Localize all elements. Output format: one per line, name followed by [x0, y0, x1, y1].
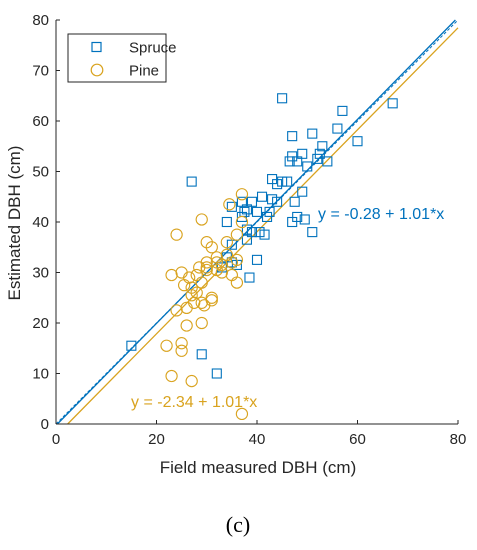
point-pine — [200, 263, 213, 277]
point-pine — [235, 215, 249, 229]
point-spruce — [244, 272, 255, 283]
point-spruce — [256, 191, 268, 202]
point-spruce — [332, 123, 343, 134]
y-tick-label: 10 — [32, 366, 49, 383]
point-spruce — [302, 161, 313, 172]
point-spruce — [196, 349, 207, 360]
point-pine — [225, 268, 239, 282]
point-pine — [205, 294, 218, 307]
y-tick-label: 0 — [41, 416, 49, 433]
point-spruce — [246, 196, 258, 207]
point-spruce — [226, 201, 237, 212]
point-spruce — [221, 216, 232, 228]
legend-marker-spruce — [91, 41, 102, 53]
legend-box — [67, 33, 167, 83]
point-pine — [160, 339, 173, 352]
point-pine — [230, 228, 244, 241]
point-spruce — [317, 141, 328, 152]
point-spruce — [264, 206, 275, 217]
point-pine — [235, 188, 249, 201]
point-spruce — [272, 196, 283, 207]
point-pine — [175, 266, 188, 279]
point-pine — [195, 296, 208, 309]
legend-marker-pine — [90, 63, 104, 77]
x-tick-label: 20 — [148, 431, 165, 448]
point-pine — [230, 253, 244, 267]
point-spruce — [287, 131, 298, 142]
point-pine — [175, 337, 188, 350]
point-spruce — [261, 211, 273, 222]
y-axis-label: Estimated DBH (cm) — [5, 146, 24, 301]
point-spruce — [186, 176, 197, 187]
point-pine — [195, 213, 208, 226]
point-spruce — [322, 156, 333, 167]
point-spruce — [277, 93, 288, 104]
point-spruce — [239, 206, 250, 217]
point-spruce — [126, 340, 137, 351]
y-tick-label: 30 — [32, 265, 49, 282]
point-spruce — [297, 186, 308, 197]
point-spruce — [292, 211, 303, 222]
point-spruce — [297, 148, 308, 159]
legend-label-spruce: Spruce — [129, 40, 177, 57]
point-pine — [175, 344, 188, 357]
point-spruce — [282, 176, 293, 187]
point-pine — [180, 319, 193, 332]
point-pine — [190, 286, 203, 299]
point-pine — [170, 228, 183, 241]
legend: Spruce Pine — [67, 33, 177, 83]
point-pine — [195, 316, 208, 330]
point-pine — [185, 374, 198, 388]
point-spruce — [387, 98, 398, 109]
y-tick-label: 50 — [32, 164, 49, 181]
x-axis-label: Field measured DBH (cm) — [160, 458, 357, 477]
fit-equation-pine: y = -2.34 + 1.01*x — [131, 394, 257, 411]
lines-layer — [55, 19, 459, 425]
point-spruce — [307, 128, 318, 139]
x-tick-label: 60 — [349, 431, 366, 448]
fit-line-spruce — [56, 19, 456, 425]
point-spruce — [307, 227, 318, 238]
x-tick-label: 0 — [52, 431, 60, 448]
point-spruce — [299, 214, 310, 225]
point-spruce — [251, 254, 263, 265]
point-spruce — [314, 148, 325, 159]
point-pine — [235, 407, 249, 421]
fit-line-pine — [67, 27, 459, 425]
point-spruce — [289, 196, 300, 207]
x-tick-label: 40 — [249, 431, 266, 448]
point-spruce — [337, 105, 348, 116]
point-spruce — [312, 153, 323, 164]
point-pine — [230, 276, 244, 289]
point-spruce — [246, 227, 258, 238]
points-layer — [126, 93, 398, 421]
point-pine — [183, 271, 196, 284]
point-pine — [200, 256, 213, 269]
y-tick-label: 40 — [32, 214, 49, 231]
point-pine — [190, 268, 203, 282]
panel-label: (c) — [226, 512, 250, 537]
y-tick-label: 80 — [32, 12, 49, 29]
point-pine — [220, 236, 233, 249]
point-pine — [165, 369, 178, 383]
point-spruce — [352, 136, 363, 147]
point-pine — [177, 278, 191, 292]
point-pine — [205, 241, 218, 254]
point-pine — [223, 198, 236, 211]
y-tick-label: 20 — [32, 315, 49, 332]
legend-label-pine: Pine — [129, 63, 159, 80]
point-spruce — [211, 368, 222, 379]
x-tick-label: 80 — [450, 431, 467, 448]
point-spruce — [251, 206, 263, 217]
y-tick-label: 70 — [32, 63, 49, 80]
axes-layer: 0 20 40 60 80 0 10 20 30 40 50 60 70 80 — [32, 12, 466, 448]
point-spruce — [259, 229, 270, 240]
fit-equation-spruce: y = -0.28 + 1.01*x — [318, 206, 444, 223]
point-pine — [165, 268, 178, 282]
point-pine — [205, 291, 218, 304]
y-tick-label: 60 — [32, 113, 49, 130]
point-pine — [195, 276, 208, 289]
